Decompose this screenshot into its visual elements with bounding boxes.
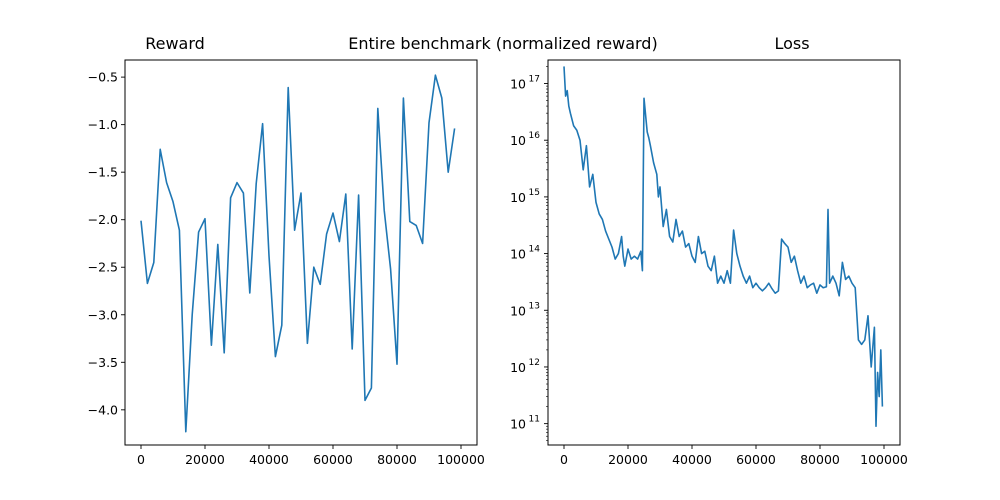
loss-y-tick-label: 10	[510, 360, 526, 375]
loss-y-tick-label: 10	[510, 247, 526, 262]
loss-y-tick-exponent: 13	[529, 301, 540, 311]
reward-plot-area	[140, 74, 456, 433]
reward-x-tick-label: 80000	[377, 452, 417, 467]
reward-x-tick-label: 0	[137, 452, 145, 467]
loss-y-tick-label: 10	[510, 77, 526, 92]
loss-x-tick-label: 80000	[800, 452, 840, 467]
loss-y-tick-base: 10	[510, 247, 526, 262]
loss-y-tick-label: 10	[510, 133, 526, 148]
reward-axes-frame	[124, 59, 478, 446]
loss-y-tick-base: 10	[510, 77, 526, 92]
loss-x-tick-label: 60000	[736, 452, 776, 467]
loss-x-tick-label: 0	[560, 452, 568, 467]
loss-y-tick-base: 10	[510, 360, 526, 375]
reward-subplot: Reward 0 20000 40000 60000 80000 100000 −4.0−…	[88, 34, 485, 467]
reward-y-tick-label: −1.0	[88, 117, 118, 132]
loss-y-tick-exponent: 12	[529, 358, 540, 368]
loss-y-tick-exponent: 11	[529, 415, 540, 425]
loss-x-tick-label: 40000	[672, 452, 712, 467]
loss-y-tick-exponent: 16	[529, 131, 541, 141]
reward-y-tick-label: −3.0	[88, 307, 118, 322]
loss-y-tick-base: 10	[510, 133, 526, 148]
loss-title: Loss	[774, 34, 809, 53]
reward-x-tick-label: 100000	[437, 452, 485, 467]
loss-y-tick-label: 10	[510, 190, 526, 205]
reward-y-tick-label: −1.5	[88, 165, 118, 180]
loss-series-line	[563, 66, 884, 428]
reward-x-tick-label: 60000	[313, 452, 353, 467]
loss-y-tick-base: 10	[510, 303, 526, 318]
reward-x-axis: 0 20000 40000 60000 80000 100000	[137, 445, 485, 467]
reward-series-line	[140, 74, 456, 433]
loss-y-tick-exponent: 15	[529, 188, 540, 198]
reward-x-tick-label: 20000	[185, 452, 225, 467]
loss-y-tick-exponent: 14	[529, 245, 541, 255]
reward-y-axis: −4.0 −3.5 −3.0 −2.5 −2.0 −1.5 −1.0 −0.5	[88, 70, 125, 417]
loss-plot-area	[563, 66, 884, 428]
loss-y-tick-base: 10	[510, 417, 526, 432]
reward-title: Reward	[145, 34, 205, 53]
reward-y-tick-label: −0.5	[88, 70, 118, 85]
loss-y-tick-base: 10	[510, 190, 526, 205]
reward-x-tick-label: 40000	[249, 452, 289, 467]
loss-axes-frame	[547, 59, 901, 446]
reward-y-tick-label: −2.5	[88, 260, 118, 275]
figure-suptitle: Entire benchmark (normalized reward)	[348, 34, 657, 53]
reward-y-tick-label: −2.0	[88, 212, 118, 227]
loss-y-tick-exponent: 17	[529, 75, 540, 85]
loss-x-tick-label: 20000	[608, 452, 648, 467]
loss-x-tick-label: 100000	[860, 452, 908, 467]
loss-y-tick-label: 10	[510, 417, 526, 432]
reward-y-tick-label: −3.5	[88, 355, 118, 370]
reward-y-tick-label: −4.0	[88, 402, 118, 417]
loss-x-axis: 0 20000 40000 60000 80000 100000	[560, 445, 908, 467]
loss-y-tick-label: 10	[510, 303, 526, 318]
